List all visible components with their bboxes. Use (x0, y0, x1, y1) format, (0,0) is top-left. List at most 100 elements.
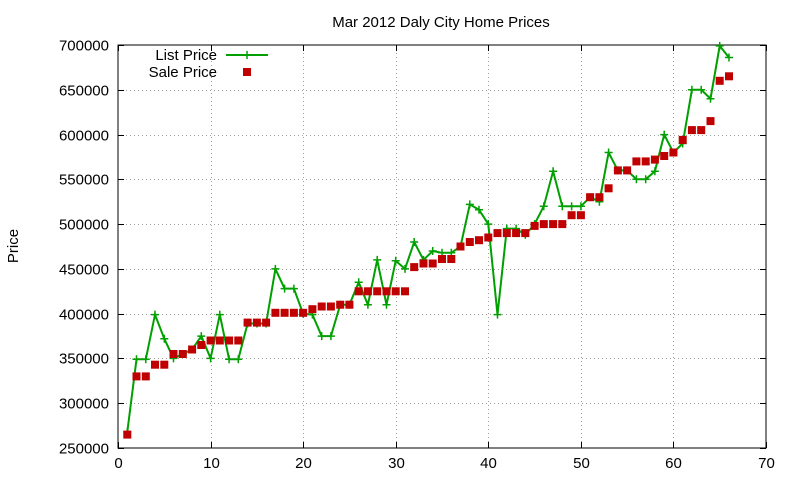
list-price-point (234, 355, 243, 364)
y-tick-label: 600000 (59, 128, 109, 145)
list-price-point (391, 256, 400, 265)
grid (118, 45, 766, 448)
sale-price-point (308, 305, 317, 314)
x-tick-label: 30 (388, 455, 405, 472)
list-price-point (289, 284, 298, 293)
list-price-point (475, 205, 483, 214)
chart-title: Mar 2012 Daly City Home Prices (332, 14, 550, 31)
sale-price-point (391, 287, 400, 296)
legend: List Price Sale Price (149, 47, 268, 81)
sale-price-point (715, 76, 724, 85)
sale-price-point (178, 350, 187, 358)
list-price-point (725, 53, 733, 62)
sale-price-point (623, 166, 632, 175)
y-tick-label: 500000 (59, 217, 109, 234)
sale-price-point (576, 211, 585, 220)
sale-price-point (558, 220, 567, 229)
x-tick-label: 60 (665, 455, 682, 472)
sale-price-point (567, 211, 576, 220)
plot-area-border (117, 44, 767, 449)
list-price-point (401, 264, 409, 273)
sale-price-point (234, 336, 243, 345)
sale-price-point (549, 220, 558, 229)
series-line-list-price (126, 43, 730, 433)
sale-price-point (493, 229, 502, 238)
list-price-point (687, 85, 696, 94)
list-price-point (271, 264, 280, 273)
sale-price-point (160, 360, 169, 369)
sale-price-point (410, 263, 419, 272)
y-tick-label: 250000 (59, 441, 109, 458)
sale-price-point (669, 148, 678, 157)
list-price-point (151, 310, 159, 319)
list-price-point (539, 202, 548, 211)
sale-price-point (271, 308, 280, 317)
list-price-point (484, 220, 493, 229)
sale-price-point (512, 229, 521, 238)
sale-price-point (252, 318, 261, 327)
y-tick-label: 400000 (59, 307, 109, 324)
list-price-point (641, 175, 650, 184)
sale-price-point (438, 255, 446, 263)
list-price-point (632, 175, 641, 184)
y-tick-label: 300000 (59, 396, 109, 413)
sale-price-point (262, 318, 271, 327)
sale-price-point (530, 221, 539, 230)
list-price-point (160, 334, 169, 343)
sale-price-point (706, 117, 715, 126)
sale-price-point (345, 300, 354, 309)
x-tick-label: 20 (295, 455, 312, 472)
sale-price-point (132, 372, 141, 381)
sale-price-point (632, 157, 641, 166)
list-price-point (715, 41, 724, 50)
sale-price-point (419, 259, 428, 268)
sale-price-point (401, 287, 409, 296)
sale-price-point (373, 287, 382, 296)
sale-price-point (123, 430, 132, 439)
sale-price-point (678, 135, 687, 144)
list-price-point (317, 332, 326, 341)
list-price-point (706, 94, 715, 103)
sale-price-point (354, 287, 363, 296)
list-price-point (363, 300, 372, 309)
list-price-point (215, 310, 224, 319)
sale-price-point (604, 184, 613, 193)
sale-price-point (151, 360, 159, 369)
sale-price-point (169, 350, 178, 358)
list-price-point (132, 355, 141, 364)
list-price-point (141, 355, 150, 364)
sale-price-point (465, 238, 474, 246)
sale-price-point (280, 308, 289, 317)
sale-price-point (225, 336, 234, 345)
sale-price-point (243, 318, 252, 327)
list-price-point (280, 284, 289, 293)
list-price-point (373, 255, 382, 264)
x-tick-label: 50 (573, 455, 590, 472)
sale-price-point (215, 336, 224, 345)
sale-price-point (317, 302, 326, 311)
axis-ticks: 250000 300000 350000 400000 450000 500000 5500… (59, 38, 775, 473)
x-tick-label: 10 (203, 455, 220, 472)
sale-price-point (660, 152, 669, 160)
x-tick-label: 40 (480, 455, 497, 472)
sale-price-point (447, 255, 456, 263)
sale-price-point (539, 220, 548, 229)
list-price-point (428, 247, 437, 255)
list-price-point (567, 202, 576, 211)
sale-price-point (521, 229, 530, 238)
series-group (123, 41, 733, 439)
sale-price-point (586, 193, 595, 202)
sale-price-point (456, 242, 465, 251)
legend-label-sale-price: Sale Price (149, 64, 217, 81)
list-price-point (465, 200, 474, 209)
list-price-point (549, 167, 558, 176)
sale-price-point (188, 345, 197, 354)
y-tick-label: 700000 (59, 38, 109, 55)
list-price-point (326, 332, 335, 341)
list-price-point (650, 167, 659, 176)
sale-price-point (289, 308, 298, 317)
sale-price-point (641, 157, 650, 166)
legend-marker-sale-price (243, 68, 251, 76)
sale-price-point (428, 259, 437, 268)
list-price-point (660, 130, 669, 139)
